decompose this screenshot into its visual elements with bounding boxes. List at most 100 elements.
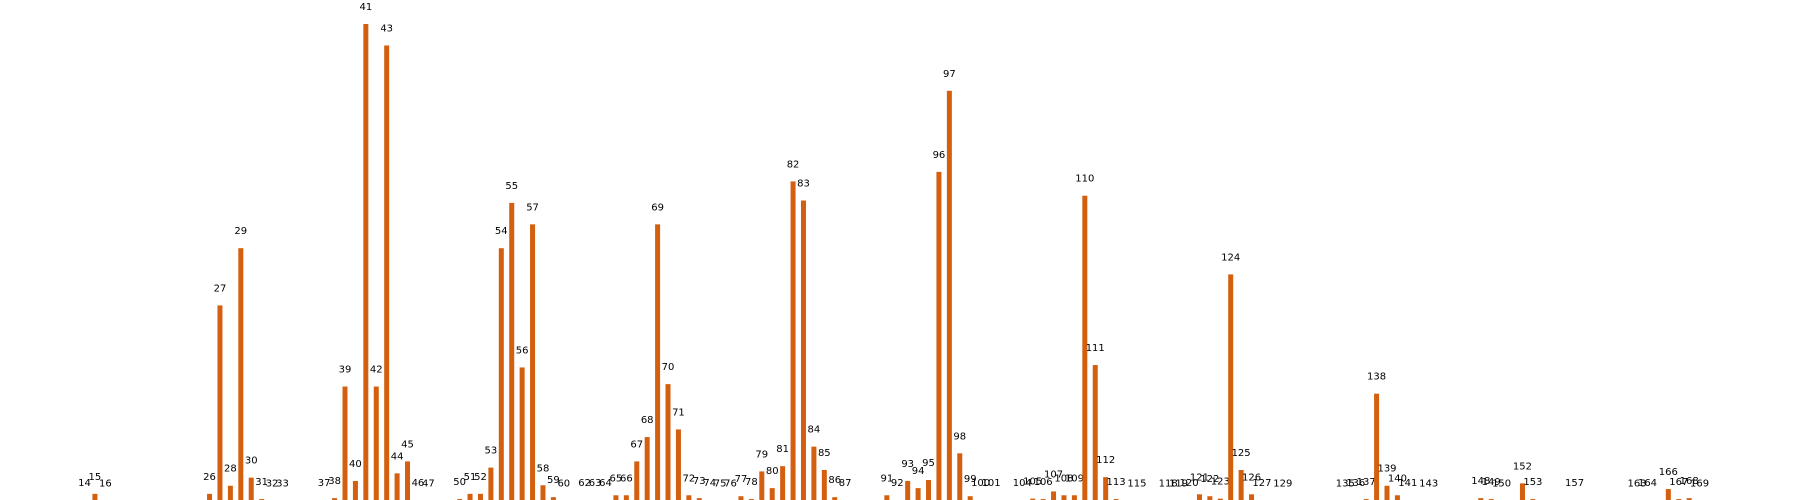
bar-93 — [905, 480, 911, 500]
bar-label-163: 163 — [1628, 478, 1647, 489]
bar-label-14: 14 — [78, 478, 91, 489]
bar-95 — [926, 480, 932, 500]
bar-59 — [550, 497, 556, 500]
bar-label-125: 125 — [1232, 448, 1251, 459]
bar-label-98: 98 — [953, 431, 966, 442]
bar-label-54: 54 — [495, 226, 508, 237]
bar-label-137: 137 — [1357, 477, 1376, 488]
bar-label-118: 118 — [1159, 478, 1178, 489]
bar-66 — [623, 495, 629, 500]
bar-label-141: 141 — [1398, 478, 1417, 489]
bar-138 — [1374, 393, 1380, 500]
bar-label-113: 113 — [1107, 477, 1126, 488]
bar-42 — [373, 386, 379, 500]
bar-122 — [1207, 496, 1213, 500]
bar-84 — [811, 446, 817, 500]
bar-126 — [1249, 494, 1255, 500]
bar-label-39: 39 — [339, 365, 352, 376]
bar-98 — [957, 453, 963, 500]
bar-label-41: 41 — [359, 2, 372, 13]
bar-label-110: 110 — [1075, 174, 1094, 185]
bar-label-56: 56 — [516, 345, 529, 356]
bar-label-73: 73 — [693, 476, 706, 487]
bar-label-78: 78 — [745, 477, 758, 488]
bar-40 — [352, 480, 358, 500]
bar-68 — [644, 437, 650, 500]
bar-label-72: 72 — [682, 473, 695, 484]
bar-label-140: 140 — [1388, 473, 1407, 484]
bar-label-87: 87 — [839, 478, 852, 489]
bar-label-31: 31 — [255, 477, 268, 488]
bar-65 — [613, 495, 619, 500]
bar-168 — [1686, 498, 1692, 500]
bar-label-123: 123 — [1211, 477, 1230, 488]
bar-152 — [1519, 483, 1525, 500]
bar-label-33: 33 — [276, 478, 289, 489]
bar-label-106: 106 — [1034, 477, 1053, 488]
bar-label-96: 96 — [933, 150, 946, 161]
bar-label-16: 16 — [99, 478, 112, 489]
bar-label-63: 63 — [589, 478, 602, 489]
bar-label-112: 112 — [1096, 455, 1115, 466]
bar-109 — [1071, 495, 1077, 500]
bar-label-108: 108 — [1054, 473, 1073, 484]
bar-label-166: 166 — [1659, 467, 1678, 478]
bar-54 — [498, 248, 504, 500]
bar-label-167: 167 — [1669, 477, 1688, 488]
bar-label-71: 71 — [672, 407, 685, 418]
bar-71 — [675, 429, 681, 500]
bar-label-164: 164 — [1638, 478, 1657, 489]
bar-label-105: 105 — [1023, 477, 1042, 488]
bar-67 — [634, 461, 640, 500]
bar-99 — [967, 496, 973, 500]
bar-70 — [665, 384, 671, 500]
bar-label-97: 97 — [943, 69, 956, 80]
bar-85 — [821, 470, 827, 500]
bar-label-153: 153 — [1523, 477, 1542, 488]
bar-55 — [509, 202, 515, 500]
bar-label-60: 60 — [557, 478, 570, 489]
bar-111 — [1092, 365, 1098, 500]
bar-44 — [394, 473, 400, 500]
bar-label-139: 139 — [1377, 464, 1396, 475]
bar-30 — [248, 477, 254, 500]
bar-label-152: 152 — [1513, 461, 1532, 472]
bar-label-32: 32 — [266, 478, 279, 489]
bar-124 — [1228, 274, 1234, 500]
bar-label-50: 50 — [453, 477, 466, 488]
bar-label-143: 143 — [1419, 478, 1438, 489]
bar-label-66: 66 — [620, 473, 633, 484]
bar-label-79: 79 — [755, 449, 768, 460]
bar-label-62: 62 — [578, 478, 591, 489]
bar-45 — [405, 461, 411, 500]
bar-39 — [342, 386, 348, 500]
bar-81 — [780, 466, 786, 500]
bar-label-85: 85 — [818, 448, 831, 459]
bar-label-82: 82 — [787, 159, 800, 170]
bar-83 — [800, 200, 806, 500]
bar-label-29: 29 — [234, 226, 247, 237]
bar-41 — [363, 24, 369, 500]
bar-28 — [227, 485, 233, 500]
bar-label-40: 40 — [349, 459, 362, 470]
bar-label-46: 46 — [412, 478, 425, 489]
bar-label-47: 47 — [422, 478, 435, 489]
bar-label-28: 28 — [224, 464, 237, 475]
bar-80 — [769, 488, 775, 500]
bar-label-168: 168 — [1680, 476, 1699, 487]
bar-label-136: 136 — [1346, 478, 1365, 489]
bar-label-15: 15 — [89, 472, 102, 483]
bar-label-107: 107 — [1044, 469, 1063, 480]
bar-73 — [696, 498, 702, 500]
bar-label-75: 75 — [714, 478, 727, 489]
bar-label-42: 42 — [370, 365, 383, 376]
bar-166 — [1665, 489, 1671, 500]
bar-label-38: 38 — [328, 476, 341, 487]
bar-label-122: 122 — [1200, 474, 1219, 485]
bar-label-129: 129 — [1273, 478, 1292, 489]
bar-label-94: 94 — [912, 466, 925, 477]
bar-label-95: 95 — [922, 458, 935, 469]
bar-label-45: 45 — [401, 439, 414, 450]
bar-53 — [488, 467, 494, 500]
bar-110 — [1082, 195, 1088, 500]
